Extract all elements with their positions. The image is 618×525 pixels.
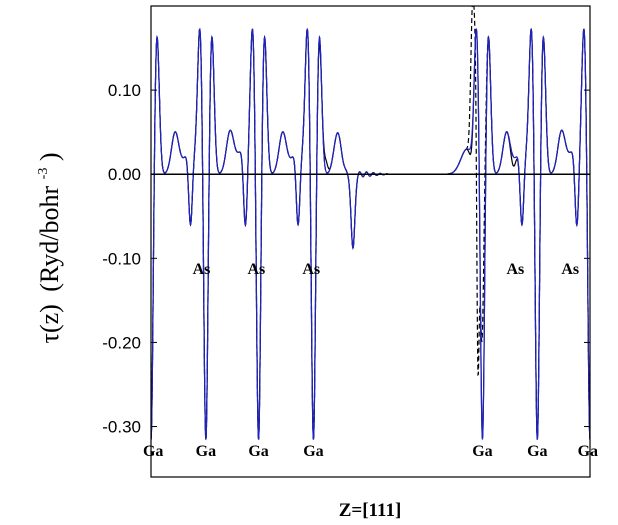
atom-label-ga: Ga	[303, 443, 323, 460]
y-tick-label: -0.10	[102, 249, 141, 268]
atom-label-ga: Ga	[248, 443, 268, 460]
y-tick-label: 0.00	[108, 165, 141, 184]
atom-label-ga: Ga	[527, 443, 547, 460]
y-axis-label: τ(z) (Ryd/bohr -3 )	[24, 153, 64, 344]
y-axis-unit-close: )	[35, 153, 64, 162]
series-line-blue	[151, 28, 590, 440]
atom-label-as: As	[506, 261, 524, 278]
series-line-black	[151, 28, 590, 440]
y-axis-symbol: τ(z)	[35, 304, 64, 343]
atom-label-as: As	[561, 261, 579, 278]
y-tick-label: -0.20	[102, 333, 141, 352]
atom-label-ga: Ga	[578, 443, 598, 460]
atom-labels: Ga Ga Ga Ga Ga Ga Ga As As As As As	[143, 261, 598, 460]
y-tick-label: 0.10	[108, 81, 141, 100]
series-layer	[151, 6, 590, 440]
atom-label-as: As	[247, 261, 265, 278]
series-line-dashed	[151, 6, 590, 440]
x-axis-label: Z=[111]	[339, 500, 402, 521]
atom-label-ga: Ga	[472, 443, 492, 460]
y-axis-unit: (Ryd/bohr	[35, 186, 64, 292]
atom-label-as: As	[302, 261, 320, 278]
atom-label-ga: Ga	[143, 443, 163, 460]
y-axis-unit-exponent: -3	[36, 168, 51, 180]
y-axis: 0.10 0.00 -0.10 -0.20 -0.30	[102, 81, 590, 437]
y-tick-label: -0.30	[102, 418, 141, 437]
atom-label-ga: Ga	[196, 443, 216, 460]
atom-label-as: As	[193, 261, 211, 278]
plot-frame	[150, 5, 591, 478]
